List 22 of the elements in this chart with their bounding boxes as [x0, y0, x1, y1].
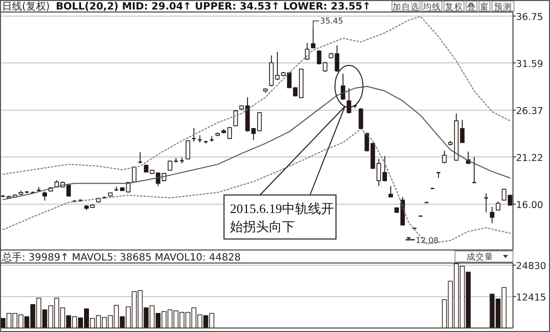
button: 加自选 [392, 0, 420, 12]
y-tick-label: 21.22 [516, 152, 544, 164]
y-tick-label: 26.37 [516, 106, 544, 118]
button: 复权 [444, 0, 464, 12]
annotation: 预测 [494, 2, 512, 12]
chart-title: 总手: 39989↑ MAVOL5: 38685 MAVOL10: 44828 [1, 252, 241, 264]
chart-title: 日线(复权) [2, 0, 50, 12]
y-tick-label: 36.75 [516, 12, 544, 24]
y-tick-label: 16.00 [516, 200, 544, 212]
y-tick-label: 31.59 [516, 58, 544, 70]
chart-subtitle: BOLL(20,2) MID: 29.04↑ UPPER: 34.53↑ LOWER: 23.55↑ [56, 2, 371, 12]
line-series [2, 16, 511, 175]
y-tick-label: 12415 [516, 292, 546, 304]
button: 窗 [478, 0, 490, 12]
button: 预测 [492, 0, 514, 12]
button: 均线 [422, 0, 442, 12]
annotation: 35.45 [320, 16, 344, 26]
button: 叠 [466, 0, 478, 12]
annotation: 2015.6.19中轨线开始拐头向下 [230, 201, 334, 234]
dropdown: 成交量 [454, 250, 514, 262]
y-tick-label: 24830 [516, 261, 546, 272]
annotation: 12.08 [416, 236, 439, 245]
